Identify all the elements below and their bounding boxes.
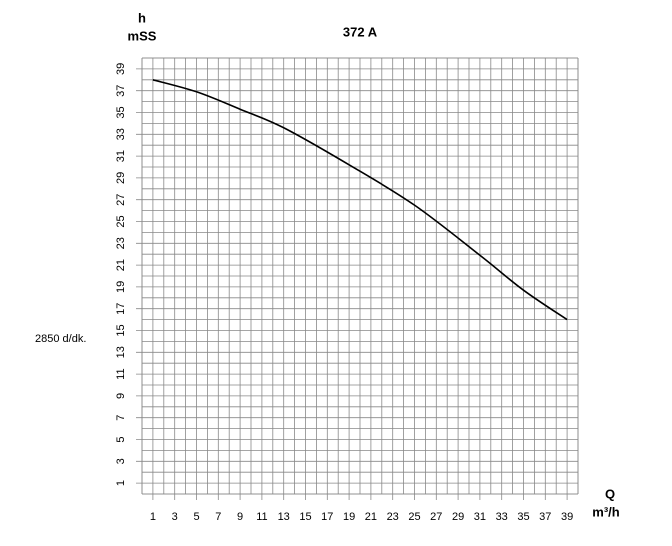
y-tick-label: 7 — [115, 415, 127, 421]
x-tick-label: 29 — [452, 511, 464, 523]
x-tick-label: 7 — [215, 511, 221, 523]
x-tick-label: 25 — [408, 511, 420, 523]
x-label: Q — [605, 486, 615, 501]
chart-title: 372 A — [343, 24, 378, 39]
y-tick-label: 39 — [115, 63, 127, 75]
x-tick-label: 33 — [496, 511, 508, 523]
y-tick-label: 13 — [115, 346, 127, 358]
x-tick-label: 27 — [430, 511, 442, 523]
x-tick-label: 31 — [474, 511, 486, 523]
x-tick-label: 3 — [172, 511, 178, 523]
y-label: h — [138, 10, 146, 25]
y-tick-label: 27 — [115, 194, 127, 206]
y-tick-label: 23 — [115, 237, 127, 249]
y-tick-label: 3 — [115, 458, 127, 464]
y-tick-label: 9 — [115, 393, 127, 399]
y-tick-label: 35 — [115, 106, 127, 118]
y-tick-label: 29 — [115, 172, 127, 184]
y-unit: mSS — [128, 28, 157, 43]
x-tick-label: 1 — [150, 511, 156, 523]
x-tick-label: 17 — [321, 511, 333, 523]
annotation: 2850 d/dk. — [35, 333, 86, 345]
x-tick-label: 23 — [387, 511, 399, 523]
x-tick-label: 9 — [237, 511, 243, 523]
y-tick-label: 15 — [115, 324, 127, 336]
x-tick-label: 35 — [517, 511, 529, 523]
curve — [152, 79, 568, 321]
y-tick-label: 33 — [115, 128, 127, 140]
x-tick-label: 5 — [193, 511, 199, 523]
x-tick-label: 11 — [256, 511, 267, 523]
y-tick-label: 21 — [115, 259, 127, 271]
y-tick-label: 17 — [115, 303, 127, 315]
x-tick-label: 37 — [539, 511, 551, 523]
y-tick-label: 1 — [115, 480, 127, 486]
y-tick-label: 25 — [115, 215, 127, 227]
y-tick-label: 5 — [115, 436, 127, 442]
y-tick-label: 31 — [115, 150, 127, 162]
x-tick-label: 19 — [343, 511, 355, 523]
x-tick-label: 15 — [299, 511, 311, 523]
x-tick-label: 21 — [365, 511, 377, 523]
x-tick-label: 13 — [278, 511, 290, 523]
x-unit: m³/h — [592, 504, 620, 519]
y-tick-label: 11 — [115, 368, 127, 379]
y-tick-label: 37 — [115, 85, 127, 97]
x-tick-label: 39 — [561, 511, 573, 523]
y-tick-label: 19 — [115, 281, 127, 293]
